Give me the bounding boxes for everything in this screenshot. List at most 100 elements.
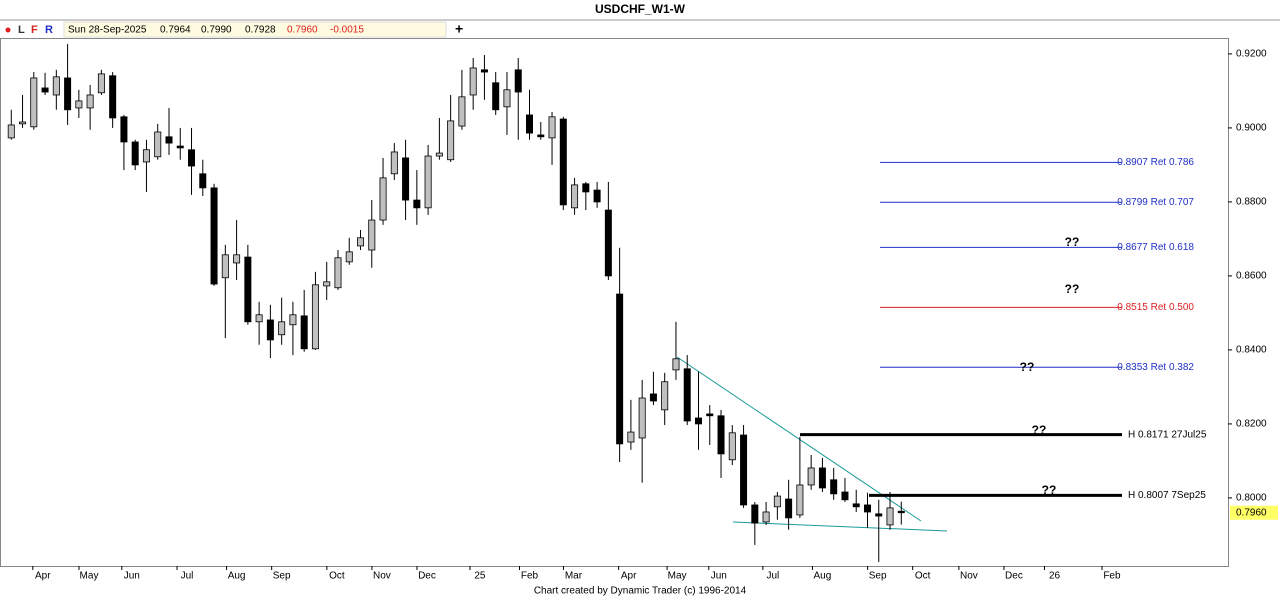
candle-body — [469, 67, 477, 96]
candle-body — [728, 432, 736, 461]
candle-body — [762, 511, 770, 523]
last-price-label: 0.7960 — [1236, 507, 1267, 518]
level-label: 0.8907 Ret 0.786 — [1117, 157, 1194, 168]
candle-body — [199, 173, 207, 189]
chart-title: USDCHF_W1-W — [595, 2, 686, 16]
candle-body — [830, 479, 838, 495]
candle-body — [334, 257, 342, 289]
candle-body — [807, 467, 815, 486]
annotation: ?? — [1042, 483, 1057, 497]
candle-body — [7, 124, 15, 139]
candle-body — [323, 281, 331, 287]
candle-body — [368, 219, 376, 251]
candle-body — [390, 151, 398, 175]
candle-body — [537, 134, 545, 138]
trendline — [732, 521, 948, 532]
toolbar-button[interactable]: R — [45, 24, 53, 36]
candle-body — [818, 467, 826, 489]
candle-body — [852, 503, 860, 508]
candle-body — [582, 183, 590, 193]
bar-info-box — [63, 21, 447, 38]
toolbar-button[interactable]: L — [18, 24, 25, 36]
x-tick-label: Aug — [228, 571, 246, 582]
x-tick-label: Feb — [521, 571, 539, 582]
candle-body — [154, 131, 162, 158]
candle-body — [672, 358, 680, 371]
candle-body — [435, 152, 443, 157]
x-tick-label: Dec — [1005, 571, 1023, 582]
candle-body — [627, 431, 635, 443]
candle-body — [796, 484, 804, 516]
plot-frame — [0, 38, 1229, 567]
candle-body — [424, 155, 432, 209]
candle-body — [751, 504, 759, 524]
x-tick-label: May — [668, 571, 687, 582]
candle-body — [357, 237, 365, 247]
candle-body — [604, 209, 612, 277]
candle-body — [402, 157, 410, 201]
candle-body — [345, 251, 353, 263]
candle-body — [244, 256, 252, 323]
x-tick-label: Dec — [418, 571, 436, 582]
level-label: H 0.8007 7Sep25 — [1128, 490, 1206, 501]
x-tick-label: 26 — [1049, 571, 1061, 582]
level-label: 0.8515 Ret 0.500 — [1117, 302, 1194, 313]
candle-body — [300, 315, 308, 350]
bar-open: 0.7964 — [160, 25, 191, 36]
candle-body — [785, 498, 793, 519]
annotation: ?? — [1065, 282, 1080, 296]
x-tick-label: Oct — [329, 571, 345, 582]
x-tick-label: 25 — [474, 571, 486, 582]
candle-body — [886, 507, 894, 526]
y-tick-label: 0.9000 — [1236, 123, 1267, 134]
candle-body — [514, 69, 522, 93]
candle-body — [571, 184, 579, 209]
candle-body — [19, 121, 27, 125]
x-tick-label: Apr — [621, 571, 637, 582]
candle-body — [773, 495, 781, 508]
last-price-box — [1230, 505, 1278, 520]
candle-body — [41, 87, 49, 93]
x-tick-label: Jul — [766, 571, 779, 582]
candle-body — [97, 73, 105, 94]
candle-body — [740, 434, 748, 506]
candle-body — [458, 96, 466, 127]
candle-body — [289, 314, 297, 326]
candle-body — [559, 118, 567, 206]
bar-date: Sun 28-Sep-2025 — [68, 25, 147, 36]
candle-body — [548, 116, 556, 139]
x-tick-label: Jun — [124, 571, 140, 582]
bar-change: -0.0015 — [330, 25, 364, 36]
candle-body — [131, 141, 139, 166]
candle-body — [492, 82, 500, 111]
y-tick-label: 0.8200 — [1236, 419, 1267, 430]
level-label: 0.8799 Ret 0.707 — [1117, 197, 1194, 208]
toolbar-button[interactable]: F — [31, 24, 38, 36]
candle-body — [447, 120, 455, 161]
candle-body — [311, 284, 319, 350]
y-tick-label: 0.9200 — [1236, 49, 1267, 60]
level-label: 0.8353 Ret 0.382 — [1117, 362, 1194, 373]
candle-body — [188, 149, 196, 167]
candle-body — [661, 381, 669, 411]
candle-body — [86, 94, 94, 109]
add-button[interactable]: + — [455, 21, 463, 37]
candle-body — [593, 189, 601, 203]
x-tick-label: Sep — [869, 571, 887, 582]
candle-body — [165, 136, 173, 144]
candle-body — [266, 319, 274, 341]
candle-body — [694, 417, 702, 425]
candle-body — [255, 314, 263, 323]
level-label: 0.8677 Ret 0.618 — [1117, 242, 1194, 253]
x-tick-label: Jun — [711, 571, 727, 582]
y-tick-label: 0.8400 — [1236, 345, 1267, 356]
record-dot[interactable] — [5, 27, 11, 33]
candle-body — [616, 293, 624, 445]
candle-body — [638, 397, 646, 439]
candle-body — [526, 114, 534, 134]
annotation: ?? — [1020, 360, 1035, 374]
bar-low: 0.7928 — [245, 25, 276, 36]
candle-body — [210, 187, 218, 285]
